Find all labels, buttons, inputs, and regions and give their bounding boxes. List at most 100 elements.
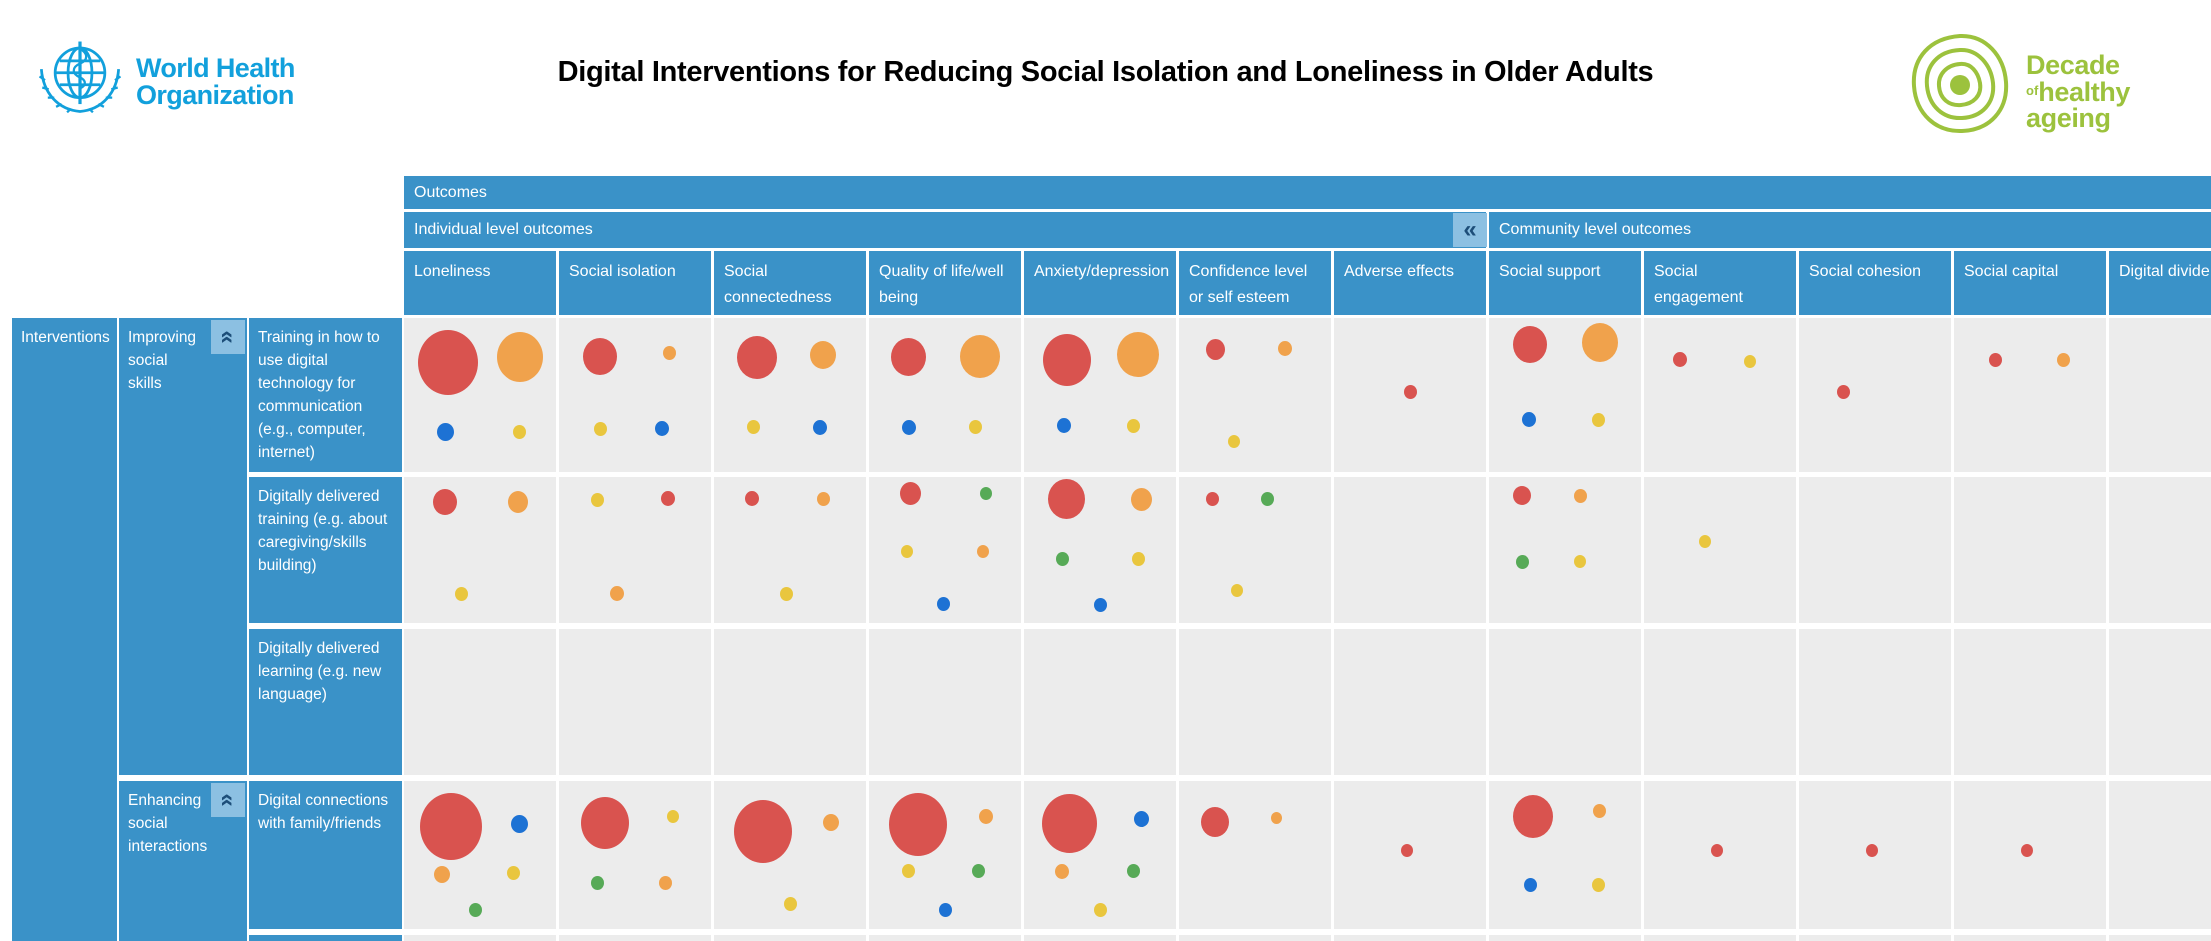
evidence-bubble[interactable]	[1516, 555, 1529, 569]
evidence-bubble[interactable]	[583, 338, 617, 375]
evidence-bubble[interactable]	[469, 903, 482, 917]
evidence-bubble[interactable]	[1699, 535, 1711, 548]
evidence-bubble[interactable]	[823, 814, 839, 831]
evidence-bubble[interactable]	[1524, 878, 1537, 892]
evidence-bubble[interactable]	[591, 493, 604, 507]
evidence-bubble[interactable]	[1989, 353, 2002, 367]
evidence-bubble[interactable]	[1574, 555, 1586, 568]
evidence-bubble[interactable]	[655, 421, 669, 436]
evidence-bubble[interactable]	[437, 423, 454, 441]
evidence-bubble[interactable]	[1206, 492, 1219, 506]
grid-cell	[1954, 629, 2106, 775]
evidence-bubble[interactable]	[1043, 334, 1091, 386]
evidence-bubble[interactable]	[745, 491, 759, 506]
evidence-bubble[interactable]	[1127, 864, 1140, 878]
evidence-bubble[interactable]	[960, 335, 1000, 378]
evidence-bubble[interactable]	[420, 793, 482, 860]
evidence-bubble[interactable]	[1401, 844, 1413, 857]
evidence-bubble[interactable]	[667, 810, 679, 823]
evidence-bubble[interactable]	[979, 809, 993, 824]
evidence-bubble[interactable]	[1711, 844, 1723, 857]
evidence-bubble[interactable]	[747, 420, 760, 434]
evidence-bubble[interactable]	[902, 420, 916, 435]
evidence-bubble[interactable]	[1522, 412, 1536, 427]
evidence-bubble[interactable]	[507, 866, 520, 880]
evidence-bubble[interactable]	[1673, 352, 1687, 367]
evidence-bubble[interactable]	[418, 330, 478, 395]
evidence-bubble[interactable]	[980, 487, 992, 500]
evidence-bubble[interactable]	[1132, 552, 1145, 566]
evidence-bubble[interactable]	[434, 866, 450, 883]
evidence-bubble[interactable]	[1228, 435, 1240, 448]
evidence-bubble[interactable]	[433, 489, 457, 515]
evidence-bubble[interactable]	[610, 586, 624, 601]
evidence-bubble[interactable]	[1513, 326, 1547, 363]
evidence-bubble[interactable]	[1057, 418, 1071, 433]
evidence-bubble[interactable]	[1582, 323, 1618, 362]
evidence-bubble[interactable]	[810, 341, 836, 369]
evidence-bubble[interactable]	[1278, 341, 1292, 356]
evidence-bubble[interactable]	[901, 545, 913, 558]
evidence-bubble[interactable]	[1271, 812, 1282, 824]
evidence-bubble[interactable]	[1056, 552, 1069, 566]
grid-cell	[869, 477, 1021, 623]
evidence-bubble[interactable]	[2057, 353, 2070, 367]
evidence-bubble[interactable]	[734, 800, 792, 863]
evidence-bubble[interactable]	[1042, 794, 1097, 853]
collapse-rows-button[interactable]: «	[211, 783, 245, 817]
evidence-bubble[interactable]	[1592, 413, 1605, 427]
evidence-bubble[interactable]	[591, 876, 604, 890]
evidence-bubble[interactable]	[1131, 488, 1152, 511]
evidence-bubble[interactable]	[581, 797, 629, 849]
evidence-bubble[interactable]	[1261, 492, 1274, 506]
evidence-bubble[interactable]	[1117, 332, 1159, 377]
evidence-bubble[interactable]	[1094, 903, 1107, 917]
evidence-bubble[interactable]	[659, 876, 672, 890]
evidence-bubble[interactable]	[1593, 804, 1606, 818]
evidence-bubble[interactable]	[900, 482, 921, 505]
grid-cell	[1954, 781, 2106, 929]
evidence-bubble[interactable]	[1592, 878, 1605, 892]
evidence-bubble[interactable]	[902, 864, 915, 878]
evidence-bubble[interactable]	[889, 793, 947, 856]
evidence-bubble[interactable]	[1513, 486, 1531, 505]
decade-rings-icon	[1911, 33, 2009, 134]
evidence-bubble[interactable]	[1744, 355, 1756, 368]
evidence-bubble[interactable]	[939, 903, 952, 917]
evidence-bubble[interactable]	[1048, 479, 1085, 519]
evidence-bubble[interactable]	[1134, 811, 1149, 827]
evidence-bubble[interactable]	[813, 420, 827, 435]
evidence-bubble[interactable]	[455, 587, 468, 601]
who-logo-line1: World Health	[136, 53, 295, 83]
evidence-bubble[interactable]	[1837, 385, 1850, 399]
evidence-bubble[interactable]	[817, 492, 830, 506]
evidence-bubble[interactable]	[1094, 598, 1107, 612]
evidence-bubble[interactable]	[1574, 489, 1587, 503]
evidence-bubble[interactable]	[1127, 419, 1140, 433]
evidence-bubble[interactable]	[497, 332, 543, 382]
collapse-columns-button[interactable]: «	[1453, 213, 1487, 247]
evidence-bubble[interactable]	[780, 587, 793, 601]
evidence-bubble[interactable]	[977, 545, 989, 558]
evidence-bubble[interactable]	[663, 346, 676, 360]
evidence-bubble[interactable]	[1201, 807, 1229, 837]
evidence-bubble[interactable]	[737, 336, 777, 379]
evidence-bubble[interactable]	[937, 597, 950, 611]
evidence-bubble[interactable]	[1055, 864, 1069, 879]
evidence-bubble[interactable]	[972, 864, 985, 878]
evidence-bubble[interactable]	[1206, 339, 1225, 360]
evidence-bubble[interactable]	[1404, 385, 1417, 399]
evidence-bubble[interactable]	[661, 491, 675, 506]
evidence-bubble[interactable]	[1231, 584, 1243, 597]
evidence-bubble[interactable]	[2021, 844, 2033, 857]
collapse-rows-button[interactable]: «	[211, 320, 245, 354]
evidence-bubble[interactable]	[511, 815, 528, 833]
evidence-bubble[interactable]	[594, 422, 607, 436]
evidence-bubble[interactable]	[1513, 795, 1553, 838]
evidence-bubble[interactable]	[513, 425, 526, 439]
evidence-bubble[interactable]	[784, 897, 797, 911]
evidence-bubble[interactable]	[508, 491, 528, 513]
evidence-bubble[interactable]	[969, 420, 982, 434]
evidence-bubble[interactable]	[891, 338, 926, 376]
evidence-bubble[interactable]	[1866, 844, 1878, 857]
